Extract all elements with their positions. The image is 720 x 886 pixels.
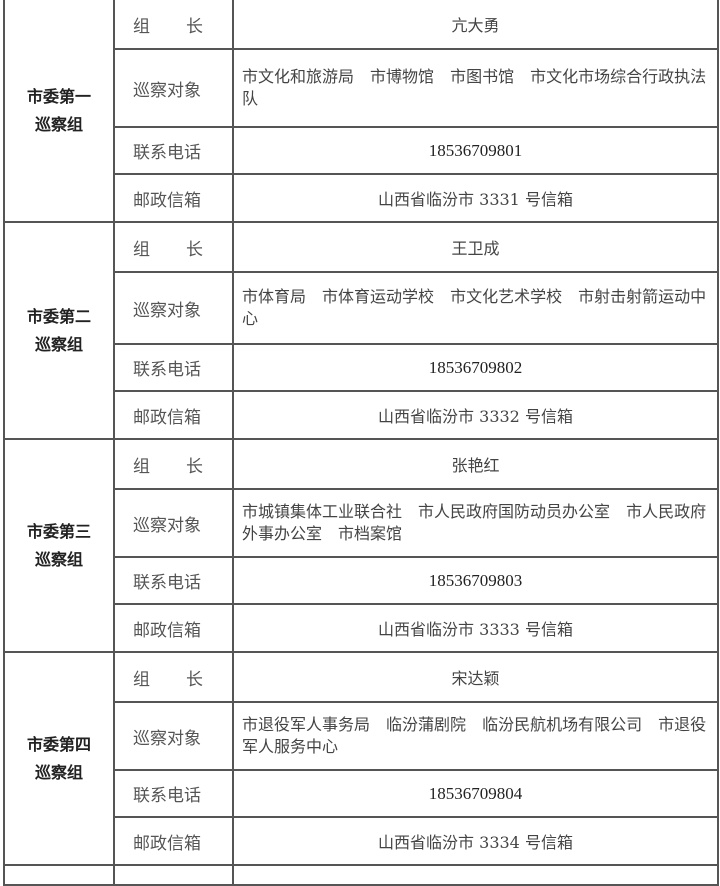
target-item: 市图书馆: [450, 67, 515, 86]
group-name-cell: 市委第四 巡察组: [3, 651, 115, 866]
phone-value: 18536709803: [232, 556, 719, 605]
leader-value: 亢大勇: [232, 0, 719, 50]
targets-row: 巡察对象 市城镇集体工业联合社 市人民政府国防动员办公室 市人民政府外事办公室 …: [4, 488, 719, 558]
next-group-row: [3, 864, 719, 886]
target-item: 市人民政府外事办公室: [242, 502, 707, 543]
leader-label: 组长: [113, 651, 234, 703]
target-item: 市城镇集体工业联合社: [242, 502, 403, 521]
group-name-line2: 巡察组: [34, 114, 83, 134]
target-item: 市退役军人服务中心: [242, 715, 707, 756]
targets-row: 巡察对象 市退役军人事务局 临汾蒲剧院 临汾民航机场有限公司 市退役军人服务中心: [4, 701, 719, 771]
targets-label: 巡察对象: [113, 488, 234, 558]
targets-value: 市城镇集体工业联合社 市人民政府国防动员办公室 市人民政府外事办公室 市档案馆: [232, 488, 719, 558]
group-name-line1: 市委第三: [26, 521, 91, 541]
phone-value: 18536709804: [232, 769, 719, 818]
group-name-line1: 市委第一: [26, 86, 91, 106]
phone-label: 联系电话: [113, 769, 234, 818]
leader-label-a: 组: [133, 456, 150, 477]
leader-row: 市委第一 巡察组 组长 亢大勇: [3, 0, 719, 223]
phone-label: 联系电话: [113, 126, 234, 175]
leader-label: 组长: [113, 0, 234, 50]
mailbox-row: 邮政信箱 山西省临汾市 3333 号信箱: [4, 603, 719, 653]
target-item: 临汾蒲剧院: [386, 715, 467, 734]
targets-value: 市退役军人事务局 临汾蒲剧院 临汾民航机场有限公司 市退役军人服务中心: [232, 701, 719, 771]
target-item: 市文化和旅游局: [242, 67, 355, 86]
leader-value: 王卫成: [232, 221, 719, 273]
target-item: 市退役军人事务局: [242, 715, 371, 734]
phone-row: 联系电话 18536709803: [4, 556, 719, 605]
phone-row: 联系电话 18536709801: [4, 126, 719, 175]
group-name-line2: 巡察组: [34, 762, 83, 782]
leader-label-a: 组: [133, 669, 150, 690]
target-item: 市文化市场综合行政执法队: [242, 67, 707, 108]
leader-label-b: 长: [186, 456, 203, 477]
phone-row: 联系电话 18536709802: [4, 343, 719, 392]
leader-label-b: 长: [186, 16, 203, 37]
targets-text: 市城镇集体工业联合社 市人民政府国防动员办公室 市人民政府外事办公室 市档案馆: [242, 502, 706, 543]
leader-label-a: 组: [133, 239, 150, 260]
mailbox-value: 山西省临汾市 3333 号信箱: [232, 603, 719, 653]
targets-label: 巡察对象: [113, 48, 234, 128]
targets-text: 市退役军人事务局 临汾蒲剧院 临汾民航机场有限公司 市退役军人服务中心: [242, 715, 706, 756]
mailbox-label: 邮政信箱: [113, 173, 234, 223]
targets-row: 巡察对象 市文化和旅游局 市博物馆 市图书馆 市文化市场综合行政执法队: [4, 48, 719, 128]
phone-value: 18536709801: [232, 126, 719, 175]
phone-value: 18536709802: [232, 343, 719, 392]
leader-label-a: 组: [133, 16, 150, 37]
leader-row: 市委第二 巡察组 组长 王卫成: [3, 221, 719, 440]
target-item: 市体育局: [242, 287, 307, 306]
leader-label: 组长: [113, 438, 234, 490]
cell: [3, 864, 115, 886]
mailbox-row: 邮政信箱 山西省临汾市 3331 号信箱: [4, 173, 719, 223]
phone-row: 联系电话 18536709804: [4, 769, 719, 818]
group-name-line1: 市委第二: [26, 306, 91, 326]
mailbox-row: 邮政信箱 山西省临汾市 3332 号信箱: [4, 390, 719, 440]
group-name-cell: 市委第二 巡察组: [3, 221, 115, 440]
targets-text: 市文化和旅游局 市博物馆 市图书馆 市文化市场综合行政执法队: [242, 67, 706, 108]
leader-row: 市委第三 巡察组 组长 张艳红: [3, 438, 719, 653]
phone-label: 联系电话: [113, 343, 234, 392]
leader-label-b: 长: [186, 239, 203, 260]
leader-row: 市委第四 巡察组 组长 宋达颖: [3, 651, 719, 866]
cell: [113, 864, 234, 886]
mailbox-label: 邮政信箱: [113, 603, 234, 653]
group-name-line2: 巡察组: [34, 334, 83, 354]
targets-row: 巡察对象 市体育局 市体育运动学校 市文化艺术学校 市射击射箭运动中心: [4, 271, 719, 345]
target-item: 市射击射箭运动中心: [242, 287, 707, 328]
targets-label: 巡察对象: [113, 701, 234, 771]
target-item: 市体育运动学校: [322, 287, 435, 306]
target-item: 市人民政府国防动员办公室: [418, 502, 611, 521]
target-item: 市文化艺术学校: [450, 287, 563, 306]
cell: [232, 864, 719, 886]
group-name-cell: 市委第一 巡察组: [3, 0, 115, 223]
leader-label-b: 长: [186, 669, 203, 690]
mailbox-label: 邮政信箱: [113, 816, 234, 866]
mailbox-value: 山西省临汾市 3332 号信箱: [232, 390, 719, 440]
leader-value: 宋达颖: [232, 651, 719, 703]
phone-label: 联系电话: [113, 556, 234, 605]
target-item: 市档案馆: [338, 524, 403, 543]
leader-value: 张艳红: [232, 438, 719, 490]
group-name-line2: 巡察组: [34, 549, 83, 569]
group-name-line1: 市委第四: [26, 734, 91, 754]
target-item: 临汾民航机场有限公司: [482, 715, 643, 734]
targets-value: 市文化和旅游局 市博物馆 市图书馆 市文化市场综合行政执法队: [232, 48, 719, 128]
group-name-cell: 市委第三 巡察组: [3, 438, 115, 653]
inspection-groups-table: 市委第一 巡察组 组长 亢大勇 巡察对象 市文化和旅游局 市博物馆 市图书馆 市…: [3, 0, 719, 886]
mailbox-label: 邮政信箱: [113, 390, 234, 440]
target-item: 市博物馆: [370, 67, 435, 86]
mailbox-value: 山西省临汾市 3334 号信箱: [232, 816, 719, 866]
leader-label: 组长: [113, 221, 234, 273]
mailbox-row: 邮政信箱 山西省临汾市 3334 号信箱: [4, 816, 719, 866]
targets-label: 巡察对象: [113, 271, 234, 345]
targets-value: 市体育局 市体育运动学校 市文化艺术学校 市射击射箭运动中心: [232, 271, 719, 345]
targets-text: 市体育局 市体育运动学校 市文化艺术学校 市射击射箭运动中心: [242, 287, 706, 328]
mailbox-value: 山西省临汾市 3331 号信箱: [232, 173, 719, 223]
